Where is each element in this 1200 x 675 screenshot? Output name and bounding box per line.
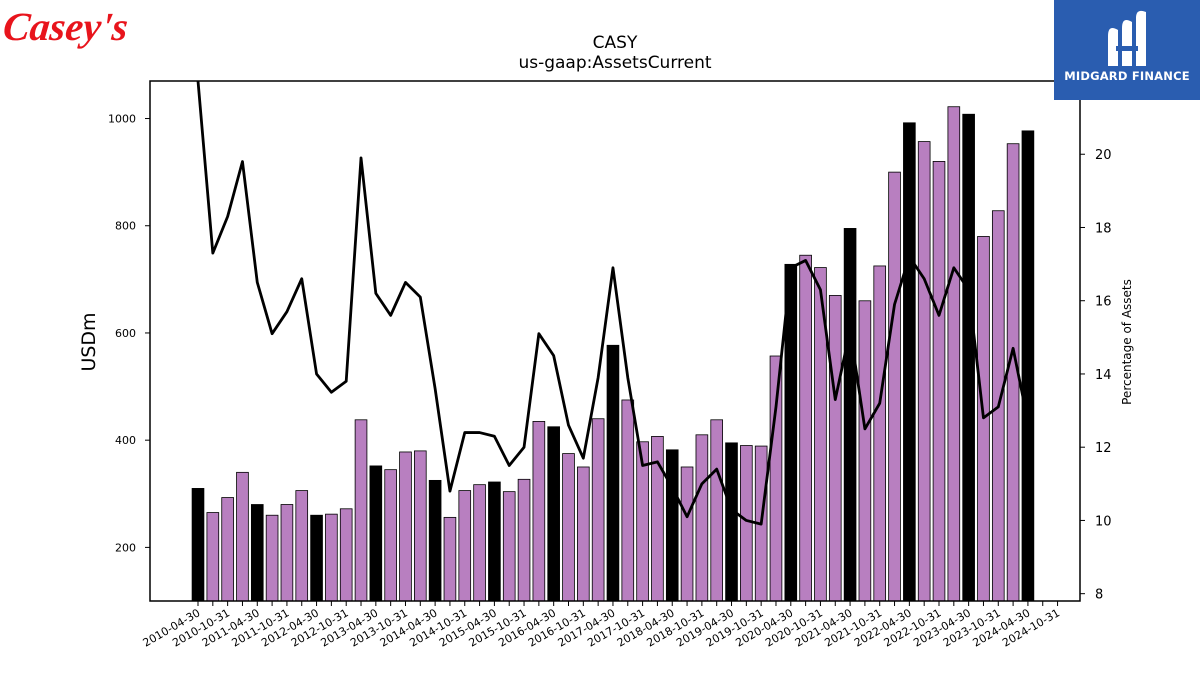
bar-2022-01-31 — [888, 171, 901, 602]
bar-2016-10-31 — [577, 466, 590, 602]
caseys-logo: Casey's — [1, 2, 134, 54]
bar-2018-10-31 — [695, 434, 709, 602]
bar-2024-04-30 — [1021, 130, 1035, 602]
bar-2021-04-30 — [843, 228, 857, 602]
y2-tick-label: 12 — [1095, 441, 1112, 456]
bar-2018-07-31 — [680, 466, 694, 602]
x-axis: 2010-04-302010-10-312011-04-302011-10-31… — [141, 601, 1062, 650]
bar-2020-07-31 — [799, 254, 812, 602]
bar-2014-04-30 — [428, 479, 442, 602]
bar-2013-07-31 — [384, 469, 397, 602]
y2-tick-label: 16 — [1095, 295, 1112, 310]
bar-2023-04-30 — [962, 113, 975, 602]
bar-2013-01-31 — [354, 419, 368, 602]
bar-2019-04-30 — [725, 442, 738, 602]
bar-2019-01-31 — [710, 419, 723, 602]
bar-2016-01-31 — [532, 421, 546, 602]
bar-2018-04-30 — [665, 449, 679, 602]
line-series — [196, 80, 1030, 526]
y-tick-label: 400 — [115, 434, 136, 447]
bar-2010-10-31 — [221, 497, 234, 602]
midgard-finance-logo: MIDGARD FINANCE — [1054, 0, 1200, 100]
y-axis-right: 8 10 12 14 16 18 20 — [1080, 148, 1112, 603]
bar-2021-07-31 — [858, 300, 872, 602]
bar-2011-04-30 — [250, 504, 264, 602]
y2-tick-label: 20 — [1095, 148, 1112, 163]
y-tick-label: 1000 — [108, 113, 136, 126]
y2-tick-label: 18 — [1095, 221, 1112, 236]
bar-2016-07-31 — [562, 453, 575, 602]
bar-series — [191, 106, 1035, 602]
bar-2014-01-31 — [413, 450, 427, 602]
bar-2011-01-31 — [236, 471, 249, 602]
bar-2016-04-30 — [547, 426, 560, 602]
bar-2017-07-31 — [621, 399, 635, 602]
bar-2021-10-31 — [873, 265, 887, 602]
bar-2012-07-31 — [325, 513, 338, 602]
bar-2013-10-31 — [399, 451, 412, 602]
bar-2015-01-31 — [473, 484, 486, 602]
bar-2015-04-30 — [488, 481, 501, 602]
y2-tick-label: 14 — [1095, 368, 1112, 383]
chart-subtitle: us-gaap:AssetsCurrent — [518, 53, 711, 73]
y2-axis-label: Percentage of Assets — [1120, 279, 1134, 405]
bar-2010-04-30 — [191, 488, 205, 602]
bar-2011-10-31 — [280, 504, 294, 602]
chart-title: CASY — [593, 33, 638, 53]
percentage-line — [196, 80, 1030, 526]
bar-2020-01-31 — [769, 355, 783, 602]
bar-2012-04-30 — [310, 514, 323, 602]
bar-2014-10-31 — [458, 490, 472, 602]
midgard-finance-text: MIDGARD FINANCE — [1064, 69, 1190, 83]
bar-2021-01-31 — [828, 295, 842, 602]
y2-tick-label: 10 — [1095, 514, 1112, 529]
bar-2014-07-31 — [443, 516, 457, 602]
y-tick-label: 800 — [115, 220, 136, 233]
bar-2012-01-31 — [295, 490, 309, 602]
bar-2017-01-31 — [591, 418, 605, 602]
caseys-logo-text: Casey's — [4, 4, 130, 49]
bar-2022-07-31 — [917, 141, 931, 602]
bar-2015-07-31 — [502, 491, 516, 602]
y2-tick-label: 8 — [1095, 588, 1103, 603]
midgard-mark-icon — [1108, 10, 1146, 66]
bar-2012-10-31 — [339, 508, 353, 602]
bar-2022-10-31 — [932, 161, 946, 602]
y-axis-label: USDm — [78, 312, 100, 371]
y-tick-label: 200 — [115, 541, 136, 554]
y-tick-label: 600 — [115, 327, 136, 340]
plot-frame — [149, 80, 1081, 602]
bar-2013-04-30 — [369, 465, 383, 602]
bar-2017-04-30 — [606, 344, 620, 602]
bar-2019-07-31 — [740, 445, 753, 602]
bar-2023-01-31 — [947, 106, 961, 602]
bar-2015-10-31 — [517, 478, 531, 602]
y-axis-left: 200 400 600 800 1000 — [108, 113, 150, 554]
bar-2010-07-31 — [206, 512, 220, 602]
bar-2011-07-31 — [265, 514, 279, 602]
bar-2022-04-30 — [903, 122, 916, 602]
